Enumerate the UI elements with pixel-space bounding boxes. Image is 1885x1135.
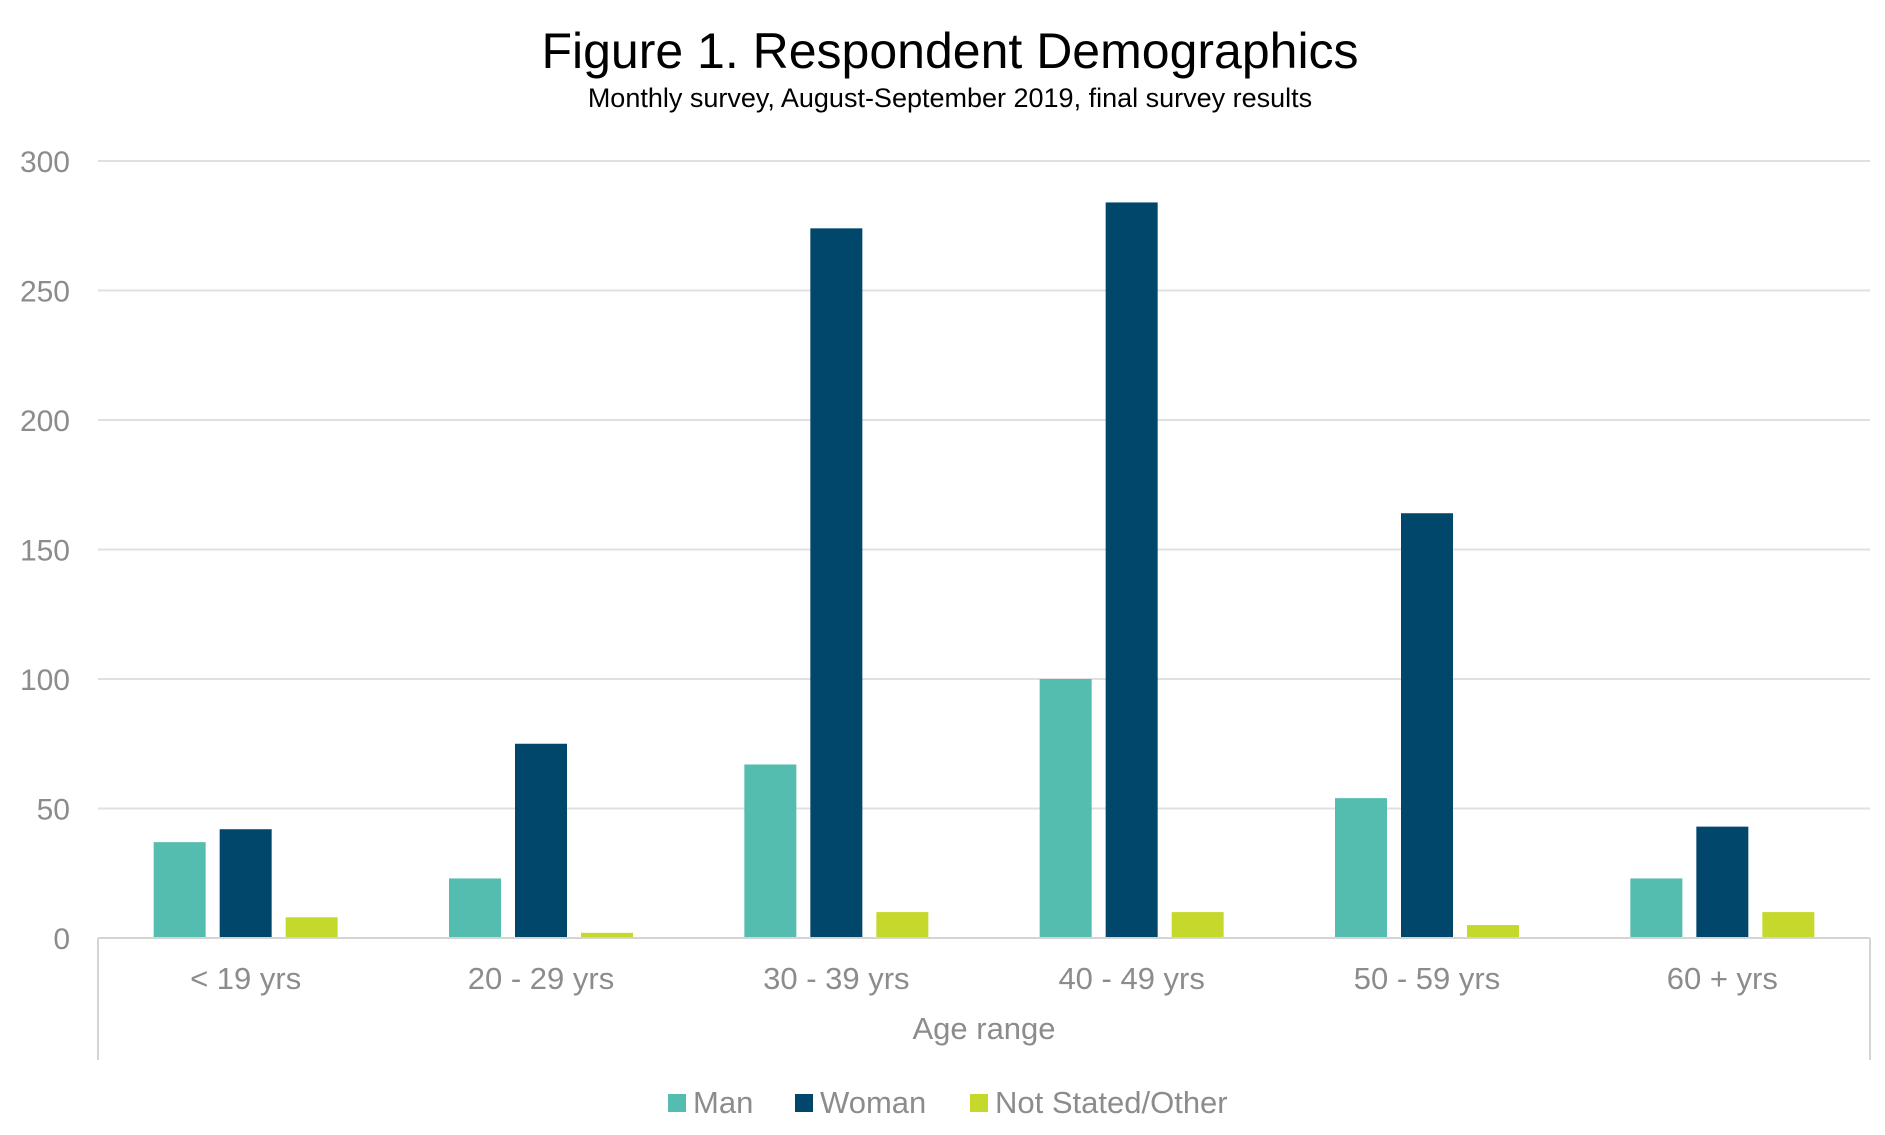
legend-swatch xyxy=(970,1094,988,1112)
bar xyxy=(1696,826,1749,938)
legend-label: Woman xyxy=(820,1085,926,1120)
y-tick-label: 300 xyxy=(20,146,70,179)
bar xyxy=(219,829,272,938)
bar xyxy=(153,842,206,938)
chart-subtitle: Monthly survey, August-September 2019, f… xyxy=(588,83,1312,113)
bar xyxy=(1630,878,1683,938)
legend-label: Man xyxy=(693,1085,753,1120)
y-tick-label: 250 xyxy=(20,276,70,309)
bar xyxy=(744,764,797,938)
bar xyxy=(1335,798,1387,938)
y-tick-label: 50 xyxy=(37,794,70,827)
x-axis-label: Age range xyxy=(912,1011,1055,1046)
bar xyxy=(1762,912,1815,938)
x-axis xyxy=(97,937,1871,1060)
bars xyxy=(153,202,1815,939)
y-tick-label: 0 xyxy=(53,923,70,956)
bar xyxy=(1039,679,1092,938)
chart-title: Figure 1. Respondent Demographics xyxy=(541,23,1358,79)
x-tick-label: 20 - 29 yrs xyxy=(468,961,614,996)
x-tick-label: 30 - 39 yrs xyxy=(763,961,909,996)
bar xyxy=(285,917,338,938)
x-tick-label: 40 - 49 yrs xyxy=(1058,961,1204,996)
x-axis-ticks: < 19 yrs 20 - 29 yrs 30 - 39 yrs 40 - 49 yr… xyxy=(190,961,1778,996)
y-tick-label: 100 xyxy=(20,664,70,697)
bar xyxy=(581,932,633,938)
legend-swatch xyxy=(668,1094,686,1112)
x-tick-label: < 19 yrs xyxy=(190,961,301,996)
bar xyxy=(1401,513,1453,938)
y-tick-label: 150 xyxy=(20,535,70,568)
legend-swatch xyxy=(795,1094,813,1112)
bar xyxy=(876,912,929,938)
legend-label: Not Stated/Other xyxy=(995,1085,1228,1120)
y-tick-label: 200 xyxy=(20,405,70,438)
bar xyxy=(1171,912,1224,938)
bar xyxy=(1467,925,1519,938)
legend: Man Woman Not Stated/Other xyxy=(668,1085,1228,1120)
x-tick-label: 50 - 59 yrs xyxy=(1354,961,1500,996)
bar xyxy=(810,228,863,939)
bar xyxy=(515,743,567,938)
bar xyxy=(1105,202,1158,938)
gridlines xyxy=(98,160,1870,810)
bar xyxy=(449,878,501,938)
x-tick-label: 60 + yrs xyxy=(1667,961,1778,996)
y-axis-ticks: 0 50 100 150 200 250 300 xyxy=(20,146,70,956)
